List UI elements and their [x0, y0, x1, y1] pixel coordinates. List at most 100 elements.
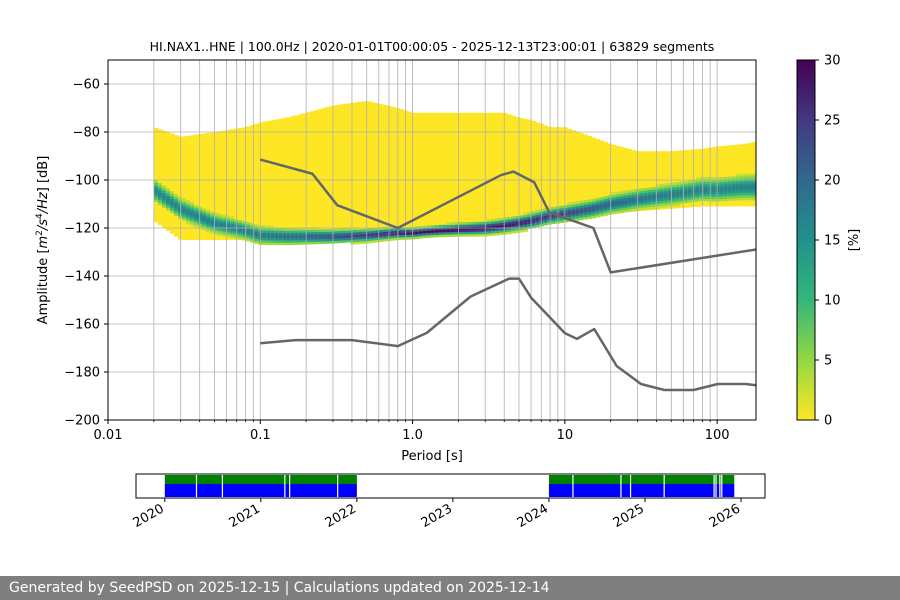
heatmap-cell [302, 229, 307, 233]
heatmap-cell [470, 224, 476, 227]
heatmap-cell [671, 187, 677, 191]
heatmap-cell [458, 233, 464, 237]
heatmap-cell [723, 188, 729, 192]
heatmap-cell [434, 234, 440, 238]
heatmap-cell [210, 221, 215, 225]
heatmap-cell [185, 200, 191, 203]
heatmap-cell [153, 187, 159, 191]
heatmap-cell [165, 190, 171, 194]
heatmap-cell [418, 233, 424, 237]
heatmap-column [591, 137, 597, 216]
heatmap-column [442, 112, 448, 236]
heatmap-cell [430, 232, 436, 236]
heatmap-cell [210, 228, 215, 232]
heatmap-cell [218, 228, 223, 231]
heatmap-cell [214, 227, 219, 231]
psd-figure: HI.NAX1..HNE | 100.0Hz | 2020-01-01T00:0… [35, 39, 862, 531]
heatmap-cell [543, 213, 548, 216]
heatmap-cell [406, 236, 412, 240]
heatmap-cell [599, 213, 605, 217]
heatmap-cell [314, 231, 320, 235]
heatmap-cell [410, 232, 416, 235]
heatmap-cell [659, 193, 665, 197]
heatmap-cell [683, 200, 689, 204]
heatmap-cell [583, 209, 588, 213]
heatmap-cell [230, 233, 235, 236]
heatmap-cell [414, 229, 420, 232]
heatmap-cell [198, 221, 203, 225]
heatmap-cell [250, 239, 255, 243]
heatmap-cell [667, 195, 673, 198]
heatmap-cell [402, 229, 408, 233]
heatmap-cell [619, 200, 625, 204]
heatmap-cell [226, 227, 231, 231]
heatmap-cell [611, 201, 617, 205]
heatmap-cell [314, 236, 320, 240]
heatmap-cell [314, 227, 320, 230]
heatmap-cell [346, 234, 352, 238]
heatmap-column [719, 145, 725, 207]
heatmap-cell [474, 229, 480, 232]
heatmap-column [575, 131, 580, 219]
heatmap-cell [454, 231, 460, 235]
heatmap-cell [226, 222, 231, 226]
data-span [548, 484, 735, 497]
heatmap-cell [511, 223, 516, 227]
heatmap-cell [266, 230, 271, 234]
colorbar-gradient [796, 59, 816, 421]
heatmap-cell [298, 230, 303, 233]
heatmap-cell [631, 198, 637, 202]
heatmap-cell [651, 201, 657, 205]
heatmap-column [165, 132, 171, 231]
heatmap-cell [751, 193, 756, 196]
heatmap-cell [250, 232, 255, 236]
heatmap-column [651, 151, 657, 211]
heatmap-cell [487, 219, 492, 222]
heatmap-cell [591, 215, 597, 219]
heatmap-cell [623, 202, 629, 206]
heatmap-cell [181, 212, 187, 216]
heatmap-cell [727, 198, 733, 201]
heatmap-cell [643, 207, 649, 210]
heatmap-cell [342, 240, 348, 243]
heatmap-cell [647, 206, 653, 210]
heatmap-cell [206, 222, 211, 225]
heatmap-cell [246, 224, 251, 228]
heatmap-cell [727, 191, 733, 194]
heatmap-cell [599, 206, 605, 210]
heatmap-column [519, 118, 524, 228]
heatmap-column [318, 108, 324, 239]
heatmap-cell [210, 219, 215, 222]
heatmap-column [727, 145, 733, 207]
x-axis-label: Period [s] [401, 449, 463, 464]
heatmap-cell [663, 190, 669, 194]
heatmap-cell [663, 195, 669, 199]
heatmap-cell [503, 219, 508, 223]
heatmap-cell [202, 223, 207, 226]
heatmap-cell [470, 233, 476, 237]
heatmap-cell [547, 207, 552, 211]
heatmap-cell [218, 223, 223, 227]
heatmap-column [181, 136, 187, 240]
heatmap-cell [282, 235, 287, 239]
heatmap-column [731, 144, 737, 207]
heatmap-cell [627, 206, 633, 210]
heatmap-cell [491, 230, 496, 234]
heatmap-cell [723, 193, 729, 197]
heatmap-cell [695, 196, 701, 200]
heatmap-cell [723, 196, 729, 199]
heatmap-cell [527, 226, 532, 229]
heatmap-cell [454, 229, 460, 232]
heatmap-cell [226, 217, 231, 221]
heatmap-cell [511, 228, 516, 232]
heatmap-column [563, 127, 568, 221]
heatmap-cell [563, 212, 568, 216]
heatmap-cell [314, 239, 320, 242]
heatmap-cell [306, 232, 311, 235]
heatmap-cell [703, 193, 709, 197]
heatmap-column [438, 112, 444, 236]
heatmap-cell [683, 195, 689, 199]
heatmap-cell [543, 217, 548, 221]
heatmap-cell [161, 185, 167, 189]
heatmap-cell [719, 179, 725, 183]
